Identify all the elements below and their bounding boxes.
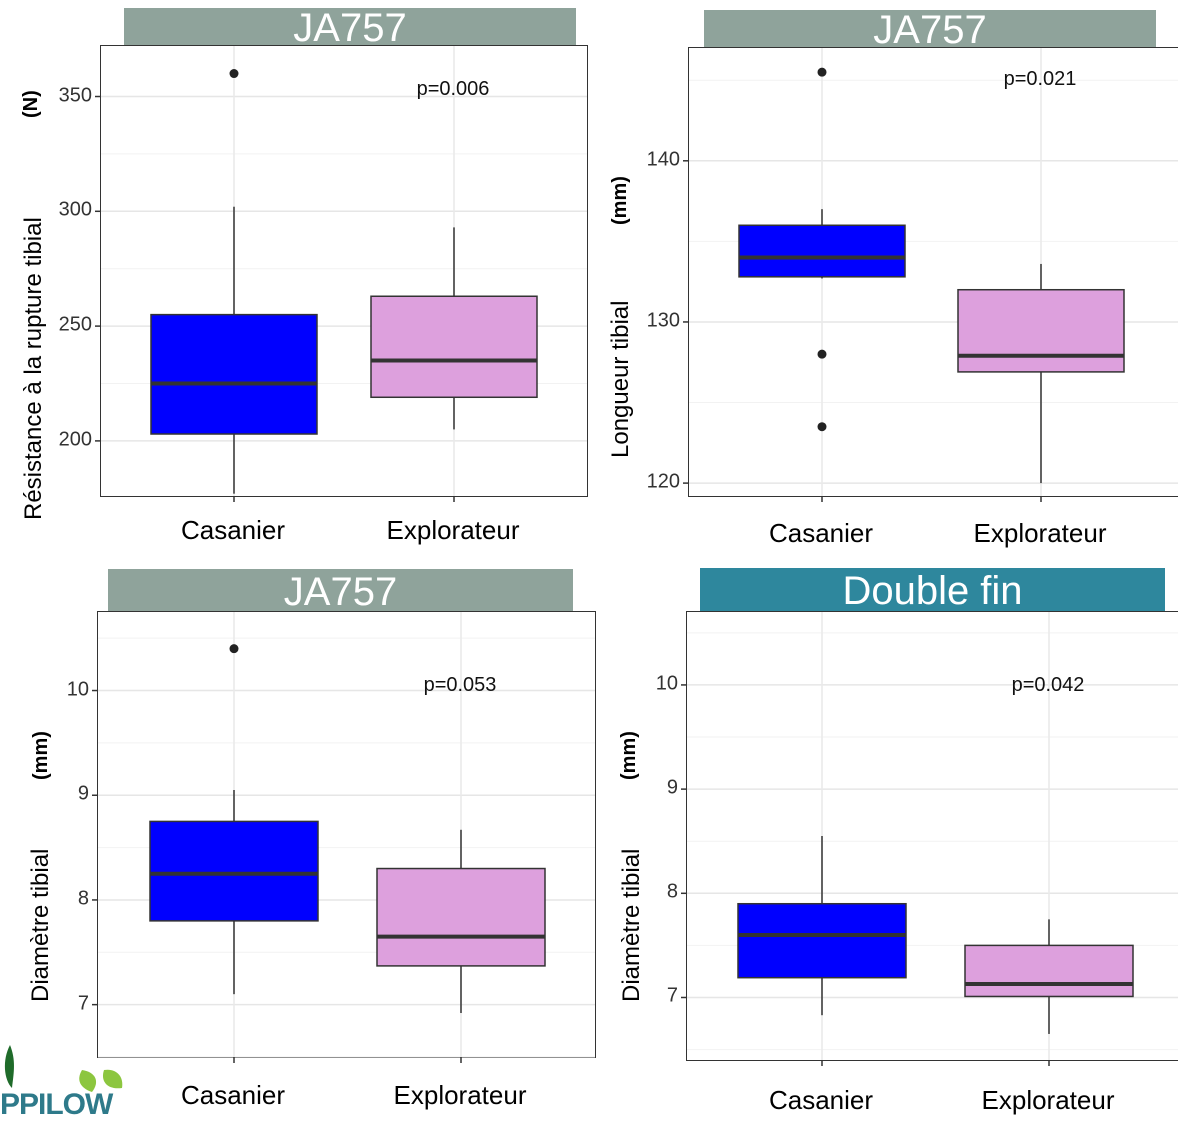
y-tick-label: 300: [58, 198, 92, 221]
x-tick-label-casanier: Casanier: [768, 518, 874, 548]
x-tick-label-explorateur: Explorateur: [973, 518, 1107, 548]
chart-3-y-axis-label: Diamètre tibial: [27, 848, 54, 1002]
x-tick-label-casanier: Casanier: [180, 1080, 286, 1110]
x-tick-label-explorateur: Explorateur: [393, 1080, 527, 1110]
y-tick-label: 7: [77, 992, 89, 1015]
chart-3-plot-area: [92, 611, 596, 1063]
y-tick-label: 10: [66, 678, 89, 701]
chart-1-svg: [95, 46, 587, 502]
x-tick-label-explorateur: Explorateur: [981, 1085, 1115, 1115]
outlier-point: [229, 644, 239, 654]
p-value-annotation: p=0.006: [416, 78, 490, 100]
logo-text: PPILOW: [0, 1088, 113, 1121]
p-value-annotation: p=0.042: [1011, 674, 1085, 696]
outlier-point: [817, 349, 827, 359]
chart-1-plot-area: [95, 45, 588, 502]
chart-2-title: JA757: [704, 10, 1156, 50]
y-tick-label: 140: [646, 148, 680, 171]
box-casanier: [737, 902, 907, 979]
chart-4-y-axis-label: Diamètre tibial: [618, 848, 645, 1002]
chart-4-plot-area: [681, 611, 1178, 1066]
box-explorateur: [370, 295, 538, 399]
p-value-annotation: p=0.053: [423, 674, 497, 696]
x-tick-label-casanier: Casanier: [768, 1085, 874, 1115]
chart-2-y-axis-unit: (mm): [609, 176, 631, 225]
chart-2-svg: [683, 48, 1178, 502]
x-tick-label-casanier: Casanier: [180, 515, 286, 545]
y-tick-label: 7: [666, 984, 678, 1007]
p-value-annotation: p=0.021: [1003, 68, 1077, 90]
box-explorateur: [964, 944, 1134, 998]
chart-3-title: JA757: [108, 569, 573, 614]
y-tick-label: 250: [58, 313, 92, 336]
y-tick-label: 120: [646, 470, 680, 493]
chart-4-y-axis-unit: (mm): [618, 731, 640, 780]
outlier-point: [817, 67, 827, 77]
chart-3-y-axis-unit: (mm): [30, 731, 52, 780]
y-tick-label: 9: [77, 782, 89, 805]
x-tick-label-explorateur: Explorateur: [386, 515, 520, 545]
chart-3-svg: [92, 612, 595, 1063]
y-tick-label: 8: [666, 880, 678, 903]
chart-4-title: Double fin: [700, 568, 1165, 613]
box-casanier: [149, 820, 319, 922]
box-explorateur: [376, 867, 546, 967]
y-tick-label: 350: [58, 84, 92, 106]
box-casanier: [738, 224, 906, 278]
box-casanier: [150, 313, 318, 435]
y-tick-label: 200: [58, 428, 92, 451]
box-explorateur: [957, 288, 1125, 373]
chart-1-title: JA757: [124, 8, 576, 48]
y-tick-label: 8: [77, 887, 89, 910]
y-tick-label: 10: [655, 672, 678, 695]
chart-4-svg: [681, 612, 1178, 1066]
outlier-point: [229, 69, 239, 79]
y-tick-label: 9: [666, 776, 678, 799]
outlier-point: [817, 422, 827, 432]
chart-1-y-axis-label: Résistance à la rupture tibial: [20, 217, 47, 520]
ppilow-logo-icon: [4, 1045, 123, 1092]
y-tick-label: 130: [646, 309, 680, 332]
chart-2-plot-area: [683, 47, 1178, 502]
